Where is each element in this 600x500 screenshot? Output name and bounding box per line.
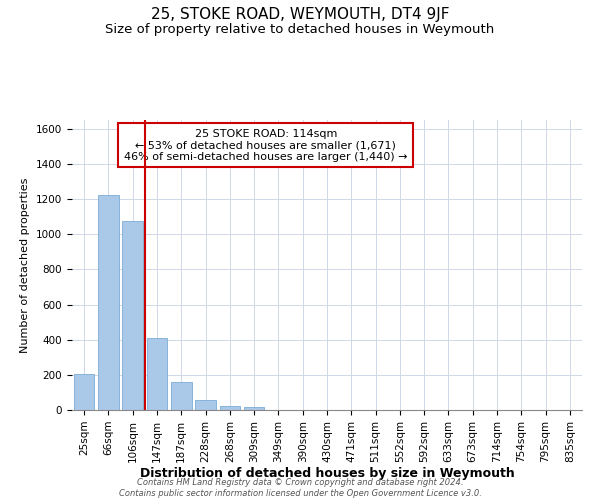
Bar [74,374,94,410]
Bar [122,221,143,410]
X-axis label: Distribution of detached houses by size in Weymouth: Distribution of detached houses by size … [140,468,514,480]
Text: Size of property relative to detached houses in Weymouth: Size of property relative to detached ho… [106,22,494,36]
Bar [146,338,167,410]
Y-axis label: Number of detached properties: Number of detached properties [20,178,31,352]
Text: 25, STOKE ROAD, WEYMOUTH, DT4 9JF: 25, STOKE ROAD, WEYMOUTH, DT4 9JF [151,8,449,22]
Bar [244,408,265,410]
Bar [98,194,119,410]
Bar [220,406,240,410]
Text: 25 STOKE ROAD: 114sqm
← 53% of detached houses are smaller (1,671)
46% of semi-d: 25 STOKE ROAD: 114sqm ← 53% of detached … [124,128,407,162]
Bar [195,400,216,410]
Bar [171,382,191,410]
Text: Contains HM Land Registry data © Crown copyright and database right 2024.
Contai: Contains HM Land Registry data © Crown c… [119,478,481,498]
